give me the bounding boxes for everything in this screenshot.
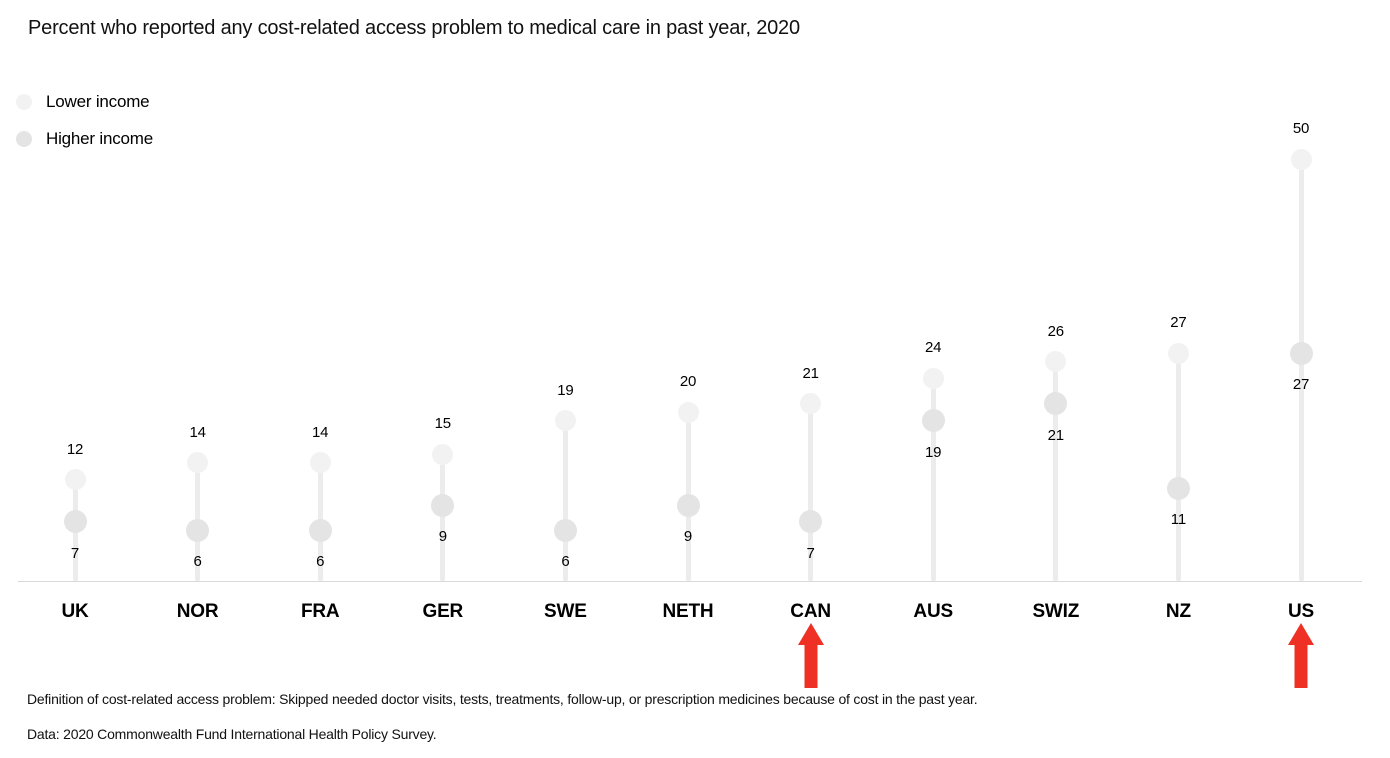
- lower-income-dot: [800, 393, 822, 415]
- footnote-definition: Definition of cost-related access proble…: [27, 691, 978, 707]
- category-label-swiz: SWIZ: [1032, 601, 1080, 622]
- category-label-neth: NETH: [662, 601, 714, 622]
- value-label-higher-income: 21: [1047, 426, 1064, 444]
- lower-income-dot: [922, 367, 944, 389]
- higher-income-dot: [63, 510, 87, 534]
- value-label-higher-income: 9: [438, 528, 447, 546]
- lower-income-dot: [432, 443, 454, 465]
- legend-label-lower-income: Lower income: [46, 91, 150, 111]
- higher-income-dot: [1044, 392, 1068, 416]
- value-label-lower-income: 14: [189, 423, 206, 441]
- value-label-higher-income: 6: [193, 553, 202, 571]
- lollipop-stem: [1298, 159, 1304, 581]
- value-label-higher-income: 7: [806, 544, 815, 562]
- lollipop-stem: [440, 454, 446, 581]
- value-label-lower-income: 21: [802, 364, 819, 382]
- higher-income-dot: [921, 409, 945, 433]
- value-label-lower-income: 26: [1047, 322, 1064, 340]
- lower-income-dot: [677, 401, 699, 423]
- higher-income-dot: [676, 493, 700, 517]
- higher-income-swatch-icon: [16, 130, 32, 147]
- value-label-higher-income: 19: [925, 443, 942, 461]
- higher-income-dot: [308, 518, 332, 542]
- category-label-can: CAN: [790, 601, 831, 622]
- value-label-lower-income: 12: [66, 440, 84, 458]
- lollipop-stem: [1053, 361, 1059, 581]
- value-label-higher-income: 9: [683, 528, 693, 546]
- lower-income-swatch-icon: [16, 93, 32, 110]
- category-label-uk: UK: [61, 601, 89, 622]
- value-label-higher-income: 6: [316, 553, 325, 571]
- legend: Lower income Higher income: [16, 83, 153, 157]
- higher-income-dot: [799, 510, 823, 534]
- value-label-lower-income: 15: [434, 415, 451, 433]
- highlight-arrow-icon: [1288, 623, 1314, 688]
- lower-income-dot: [1167, 342, 1189, 364]
- legend-label-higher-income: Higher income: [46, 128, 154, 148]
- higher-income-dot: [431, 493, 455, 517]
- lower-income-dot: [1045, 351, 1067, 373]
- chart-title: Percent who reported any cost-related ac…: [28, 17, 800, 39]
- highlight-arrow-icon: [797, 623, 824, 688]
- value-label-lower-income: 24: [925, 339, 942, 357]
- value-label-lower-income: 19: [557, 381, 574, 399]
- category-label-swe: SWE: [544, 601, 587, 622]
- x-axis-line: [18, 581, 1362, 582]
- value-label-higher-income: 6: [561, 553, 570, 571]
- legend-item-lower-income: Lower income: [16, 83, 153, 120]
- category-label-ger: GER: [422, 601, 464, 622]
- lower-income-dot: [1290, 148, 1312, 170]
- value-label-higher-income: 27: [1292, 376, 1310, 394]
- lollipop-stem: [562, 420, 568, 581]
- lower-income-dot: [554, 410, 576, 432]
- footnote-source: Data: 2020 Commonwealth Fund Internation…: [27, 726, 437, 742]
- value-label-higher-income: 11: [1170, 511, 1186, 529]
- value-label-lower-income: 14: [312, 423, 329, 441]
- value-label-lower-income: 20: [679, 373, 697, 391]
- value-label-lower-income: 50: [1292, 120, 1310, 137]
- lower-income-dot: [187, 452, 209, 474]
- category-label-nor: NOR: [176, 601, 219, 622]
- lollipop-stem: [808, 403, 814, 581]
- lollipop-stem: [1175, 353, 1181, 581]
- higher-income-dot: [186, 518, 210, 542]
- higher-income-dot: [1289, 341, 1313, 365]
- lower-income-dot: [64, 469, 86, 491]
- lower-income-dot: [309, 452, 331, 474]
- category-label-aus: AUS: [913, 601, 953, 622]
- category-label-us: US: [1288, 601, 1314, 622]
- category-label-nz: NZ: [1165, 601, 1191, 622]
- higher-income-dot: [1166, 476, 1190, 500]
- value-label-higher-income: 7: [70, 544, 80, 562]
- higher-income-dot: [553, 518, 577, 542]
- value-label-lower-income: 27: [1170, 314, 1187, 332]
- lollipop-stem: [930, 378, 936, 581]
- category-label-fra: FRA: [300, 601, 340, 622]
- legend-item-higher-income: Higher income: [16, 120, 153, 157]
